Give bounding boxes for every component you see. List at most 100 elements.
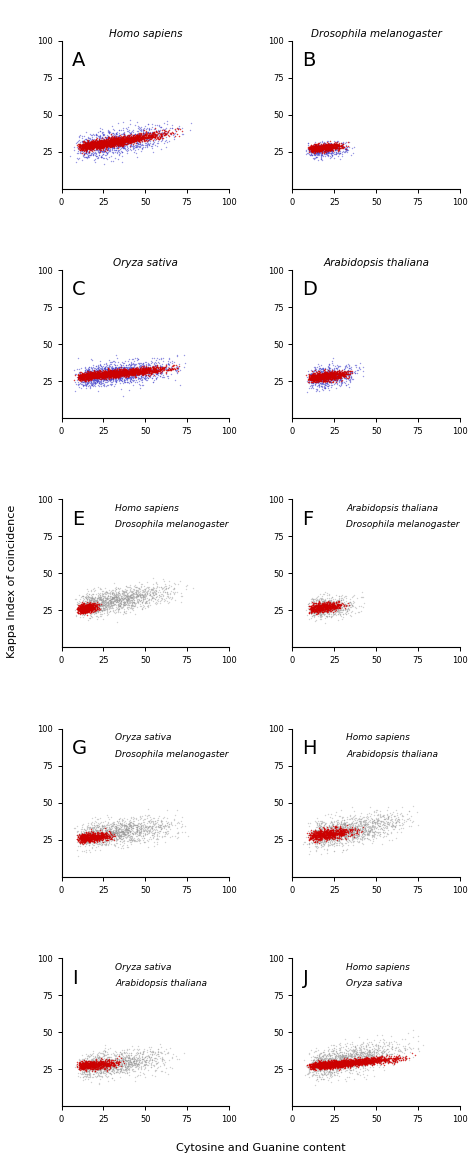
Point [322,367,329,386]
Point [178,119,185,137]
Point [130,1054,138,1073]
Point [351,1048,359,1067]
Point [115,361,122,380]
Point [93,1060,101,1078]
Point [351,817,358,835]
Point [352,1050,359,1069]
Point [376,1056,383,1075]
Point [85,827,92,846]
Point [328,367,336,386]
Point [317,1056,324,1075]
Point [345,132,353,151]
Point [80,1054,88,1073]
Point [331,596,338,615]
Point [320,143,328,162]
Point [312,596,320,615]
Point [350,1042,357,1061]
Point [112,587,120,605]
Point [87,135,94,153]
Point [91,1056,98,1075]
Point [129,363,137,381]
Point [337,1053,345,1071]
Point [104,593,111,611]
Point [92,1053,100,1071]
Point [100,588,108,607]
Point [111,589,119,608]
Point [120,364,128,382]
Point [101,359,109,378]
Point [74,601,82,619]
Point [310,139,318,158]
Point [76,833,83,852]
Point [82,602,90,621]
Point [306,365,314,383]
Point [88,136,95,155]
Point [342,1052,350,1070]
Point [102,131,109,150]
Point [138,1047,146,1066]
Point [132,138,140,157]
Point [86,379,93,397]
Point [316,1052,323,1070]
Point [113,824,121,842]
Point [325,373,332,392]
Point [335,829,342,847]
Point [112,1059,120,1077]
Point [127,596,135,615]
Point [358,818,366,837]
Point [374,1050,382,1069]
Point [111,365,118,383]
Point [98,1053,106,1071]
Point [365,820,372,839]
Point [146,127,154,145]
Point [326,598,334,617]
Point [129,1053,137,1071]
Point [101,829,109,847]
Point [77,1056,84,1075]
Point [77,608,84,626]
Point [105,1060,113,1078]
Point [108,589,116,608]
Point [106,596,113,615]
Point [313,832,321,851]
Point [86,365,93,383]
Point [309,375,317,394]
Point [337,1055,345,1074]
Point [102,831,109,849]
Point [90,135,97,153]
Point [332,1053,340,1071]
Point [93,1055,101,1074]
Point [98,368,106,387]
Point [81,594,88,612]
Point [330,1041,337,1060]
Point [90,593,98,611]
Point [312,366,319,385]
Point [130,829,137,847]
Point [167,358,175,376]
Point [312,826,320,845]
Point [127,370,135,388]
Point [94,365,102,383]
Point [94,831,102,849]
Point [93,132,101,151]
Point [321,137,329,156]
Point [99,134,107,152]
Point [375,1049,383,1068]
Point [119,590,127,609]
Point [316,609,324,627]
Point [91,135,99,153]
Point [97,374,104,393]
Point [76,598,84,617]
Point [312,372,319,390]
Point [99,817,106,835]
Point [97,1054,104,1073]
Point [131,131,138,150]
Point [322,600,330,618]
Point [333,1059,341,1077]
Point [92,137,100,156]
Point [370,1042,378,1061]
Point [82,372,90,390]
Point [144,359,152,378]
Point [122,587,129,605]
Point [311,367,319,386]
